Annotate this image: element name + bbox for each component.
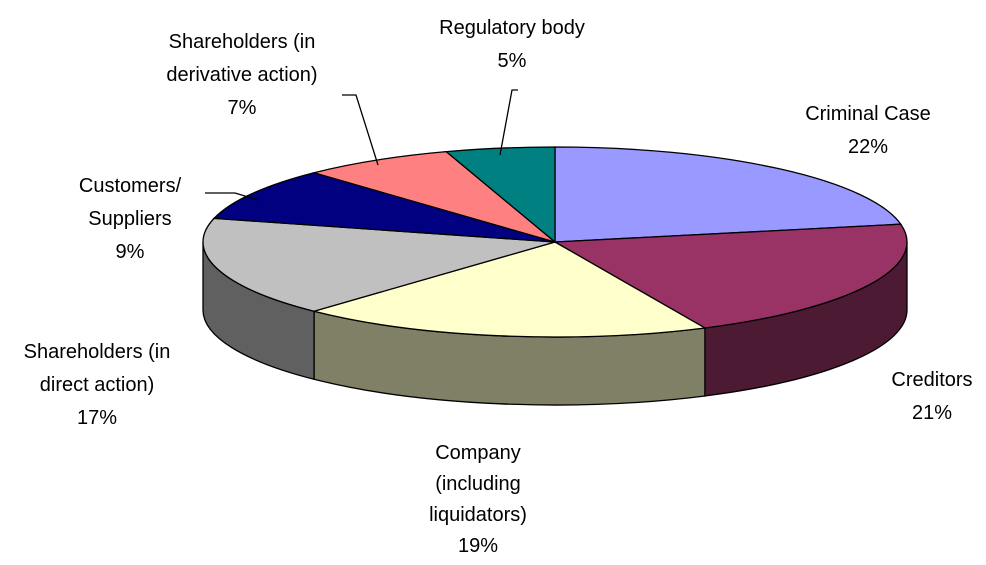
pie-slice	[311, 150, 556, 243]
slice-label: Company (including liquidators) 19%	[413, 438, 543, 562]
value-label: 22%	[847, 136, 889, 158]
value-label: 7%	[227, 97, 257, 119]
pie-slice	[202, 217, 556, 312]
category-label: Customers/ Suppliers	[78, 175, 182, 230]
leader-line	[205, 192, 259, 201]
slice-label: Regulatory body 5%	[412, 12, 612, 78]
pie-slice	[212, 172, 556, 243]
pie-slice	[311, 241, 707, 338]
slice-label: Shareholders (in derivative action) 7%	[150, 26, 335, 125]
slice-label: Creditors 21%	[862, 364, 986, 430]
slice-label: Customers/ Suppliers 9%	[75, 170, 185, 269]
value-label: 19%	[457, 535, 499, 557]
value-label: 9%	[115, 241, 145, 263]
pie-slice	[552, 223, 908, 329]
value-label: 17%	[76, 407, 118, 429]
category-label: Shareholders (in derivative action)	[166, 31, 318, 86]
value-label: 21%	[911, 402, 953, 424]
pie-slice	[444, 146, 556, 244]
leader-line	[499, 89, 518, 156]
category-label: Shareholders (in direct action)	[23, 341, 171, 396]
leader-line	[342, 94, 379, 166]
slice-label: Shareholders (in direct action) 17%	[5, 336, 190, 435]
category-label: Company (including liquidators)	[429, 442, 527, 526]
category-label: Regulatory body	[439, 17, 585, 39]
value-label: 5%	[497, 50, 527, 72]
category-label: Criminal Case	[805, 103, 931, 125]
pie-slice	[554, 146, 902, 243]
category-label: Creditors	[891, 369, 973, 391]
slice-label: Criminal Case 22%	[768, 98, 968, 164]
